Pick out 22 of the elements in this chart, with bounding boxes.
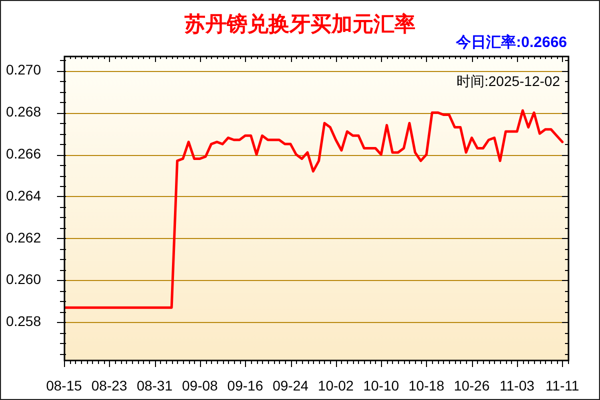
x-tick-label: 10-18 <box>408 377 445 394</box>
x-tick-label: 10-10 <box>363 377 400 394</box>
x-tick-label: 09-08 <box>182 377 218 394</box>
y-tick-label: 0.270 <box>6 62 42 78</box>
y-tick-label: 0.266 <box>6 145 42 162</box>
y-tick-label: 0.262 <box>6 229 42 246</box>
y-tick-label: 0.258 <box>6 313 42 330</box>
y-tick-label: 0.264 <box>6 187 42 204</box>
x-tick-label: 08-31 <box>136 377 173 394</box>
x-tick-label: 10-02 <box>318 377 354 394</box>
x-tick-label: 11-03 <box>500 377 535 394</box>
x-tick-label: 09-16 <box>227 377 264 394</box>
chart-subtitle: 今日汇率:0.2666 <box>455 33 567 52</box>
y-tick-label: 0.260 <box>6 271 42 288</box>
x-tick-label: 08-15 <box>46 377 82 394</box>
x-tick-label: 08-23 <box>91 377 128 394</box>
annotation: 时间:2025-12-02 <box>456 72 560 89</box>
chart-title: 苏丹镑兑换牙买加元汇率 <box>184 12 416 36</box>
x-tick-label: 11-11 <box>545 377 580 394</box>
x-tick-label: 10-26 <box>454 377 490 394</box>
x-tick-label: 09-24 <box>272 377 309 394</box>
y-tick-label: 0.268 <box>6 103 42 120</box>
